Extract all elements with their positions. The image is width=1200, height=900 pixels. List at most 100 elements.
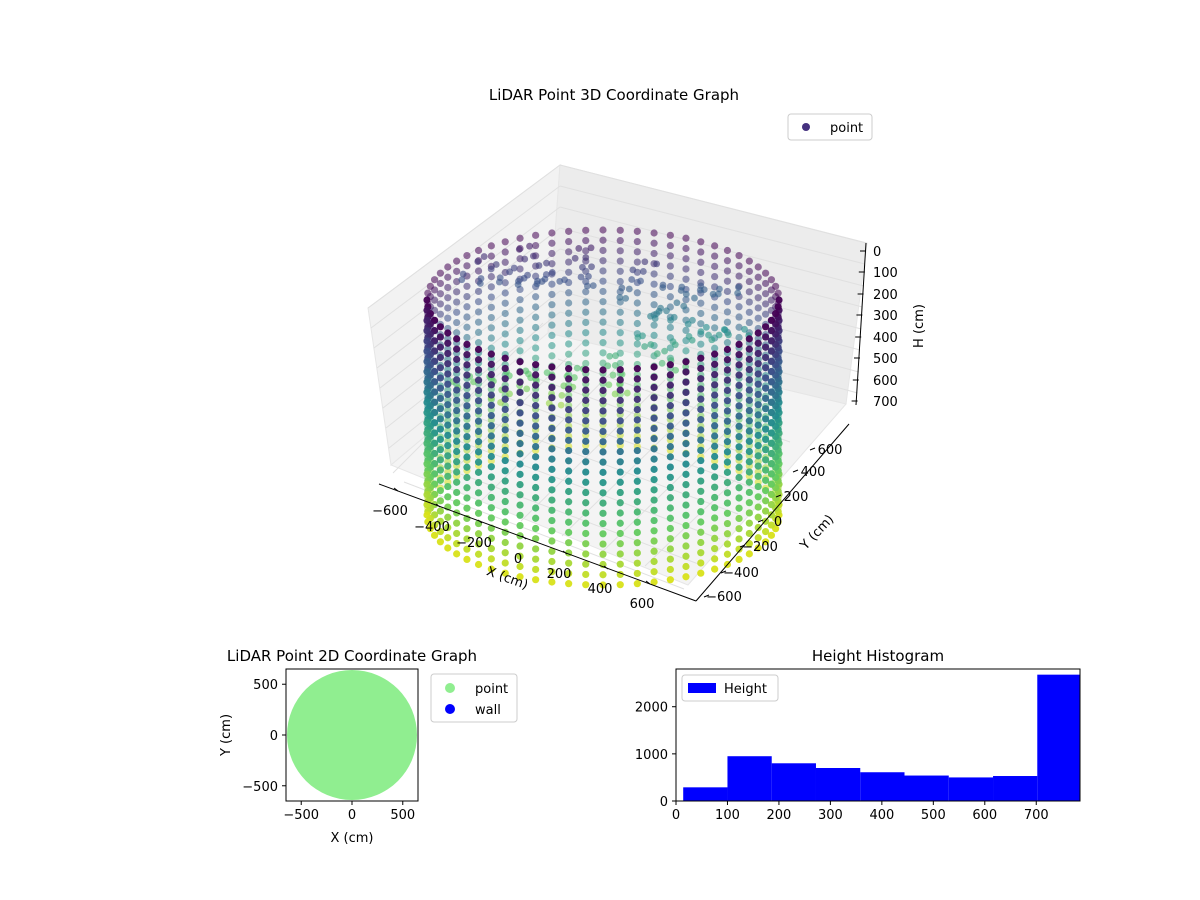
point-3d — [582, 339, 590, 347]
point-3d — [767, 511, 776, 519]
point-3d — [463, 535, 471, 543]
point-3d — [666, 463, 674, 471]
point-3d — [666, 262, 674, 270]
point-3d — [487, 324, 495, 332]
point-3d — [474, 258, 482, 265]
point-3d — [582, 570, 590, 579]
point-3d — [735, 432, 743, 441]
point-3d — [618, 284, 626, 292]
point-3d — [474, 468, 483, 476]
point-3d — [745, 529, 753, 538]
point-3d — [745, 488, 753, 497]
point-3d — [444, 380, 452, 388]
point-3d — [754, 544, 762, 552]
point-3d — [474, 550, 483, 558]
point-3d — [444, 534, 452, 542]
point-3d — [532, 514, 540, 522]
point-3d — [423, 429, 431, 437]
point-3d — [666, 432, 674, 440]
point-3d — [548, 229, 556, 237]
point-3d — [501, 559, 509, 567]
point-3d — [532, 412, 540, 420]
point-3d — [682, 290, 690, 298]
point-3d — [436, 353, 444, 362]
point-3d — [444, 513, 452, 521]
point-3d — [616, 396, 624, 404]
y-tick-label-3d: 400 — [801, 465, 826, 480]
point-3d — [599, 530, 607, 538]
x-tick-label-2d: 0 — [348, 808, 356, 823]
point-3d — [767, 276, 776, 284]
point-3d — [444, 482, 452, 491]
point-3d — [650, 506, 658, 514]
point-3d — [453, 417, 461, 425]
point-3d — [745, 267, 753, 275]
point-3d — [516, 409, 524, 417]
point-3d — [587, 244, 595, 252]
point-3d — [723, 458, 732, 466]
point-3d — [516, 440, 524, 448]
point-3d — [453, 478, 461, 486]
point-3d — [650, 239, 658, 247]
point-3d — [723, 468, 732, 476]
y-tick-label-3d: 200 — [784, 490, 809, 505]
point-3d — [633, 477, 641, 485]
point-3d — [723, 298, 732, 306]
legend-histogram-label: Height — [724, 682, 767, 697]
point-3d — [516, 542, 524, 550]
point-3d — [496, 274, 504, 282]
point-3d — [696, 286, 704, 294]
point-3d — [677, 287, 685, 294]
point-3d — [426, 525, 434, 533]
point-3d — [666, 565, 674, 574]
y-tick-label-histogram: 1000 — [635, 748, 668, 763]
point-3d — [745, 345, 753, 353]
point-3d — [453, 318, 461, 327]
point-3d — [516, 511, 524, 519]
point-3d — [501, 289, 509, 297]
point-3d — [516, 552, 524, 560]
legend-2d-marker-point — [445, 683, 455, 693]
point-3d — [734, 289, 742, 297]
y-tick-3d — [739, 544, 746, 548]
point-3d — [666, 494, 674, 502]
point-3d — [735, 381, 743, 389]
point-3d — [767, 398, 776, 406]
point-3d — [501, 405, 509, 413]
point-3d — [532, 241, 540, 250]
point-3d — [510, 264, 518, 272]
point-3d — [463, 412, 471, 420]
point-3d — [682, 460, 690, 468]
point-3d — [548, 239, 556, 247]
point-3d — [474, 287, 483, 296]
x-tick-3d — [435, 503, 441, 508]
point-3d — [650, 537, 658, 545]
point-3d — [541, 275, 549, 283]
point-3d — [723, 366, 732, 374]
point-3d — [682, 450, 690, 458]
point-3d — [582, 509, 590, 517]
point-3d — [745, 298, 753, 306]
point-3d — [599, 328, 607, 336]
point-3d — [532, 453, 540, 461]
point-3d — [633, 457, 641, 465]
point-3d — [487, 463, 495, 471]
point-3d — [697, 405, 705, 413]
point-3d — [745, 308, 753, 316]
point-3d — [650, 321, 658, 329]
point-3d — [721, 326, 729, 334]
point-3d — [532, 524, 540, 533]
point-3d — [723, 318, 732, 326]
point-3d — [436, 394, 444, 403]
point-3d — [682, 419, 690, 427]
point-3d — [516, 419, 524, 427]
point-3d — [474, 386, 483, 395]
point-3d — [582, 478, 590, 486]
point-3d — [697, 248, 705, 256]
point-3d — [653, 260, 661, 268]
point-3d — [633, 467, 641, 475]
point-3d — [487, 391, 495, 399]
point-3d — [650, 249, 658, 258]
point-3d — [762, 446, 770, 454]
point-3d — [609, 371, 617, 379]
